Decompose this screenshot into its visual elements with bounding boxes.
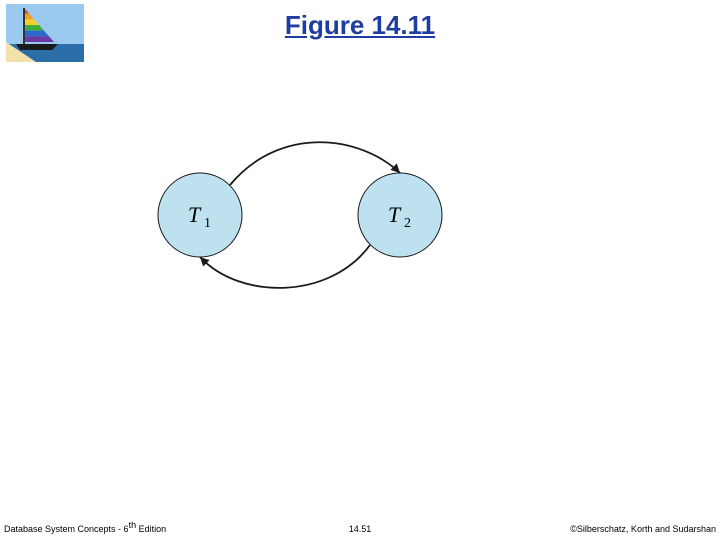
figure-title: Figure 14.11 <box>0 10 720 41</box>
arrowhead-T1-T2 <box>390 163 400 173</box>
edge-T1-T2 <box>230 142 400 185</box>
node-label-T2: T <box>388 202 402 227</box>
node-label-sub-T2: 2 <box>404 216 411 231</box>
edge-T2-T1 <box>200 245 370 288</box>
precedence-graph: T1T2 <box>80 100 500 320</box>
node-label-sub-T1: 1 <box>204 216 211 231</box>
node-label-T1: T <box>188 202 202 227</box>
footer-copyright: ©Silberschatz, Korth and Sudarshan <box>570 524 716 534</box>
